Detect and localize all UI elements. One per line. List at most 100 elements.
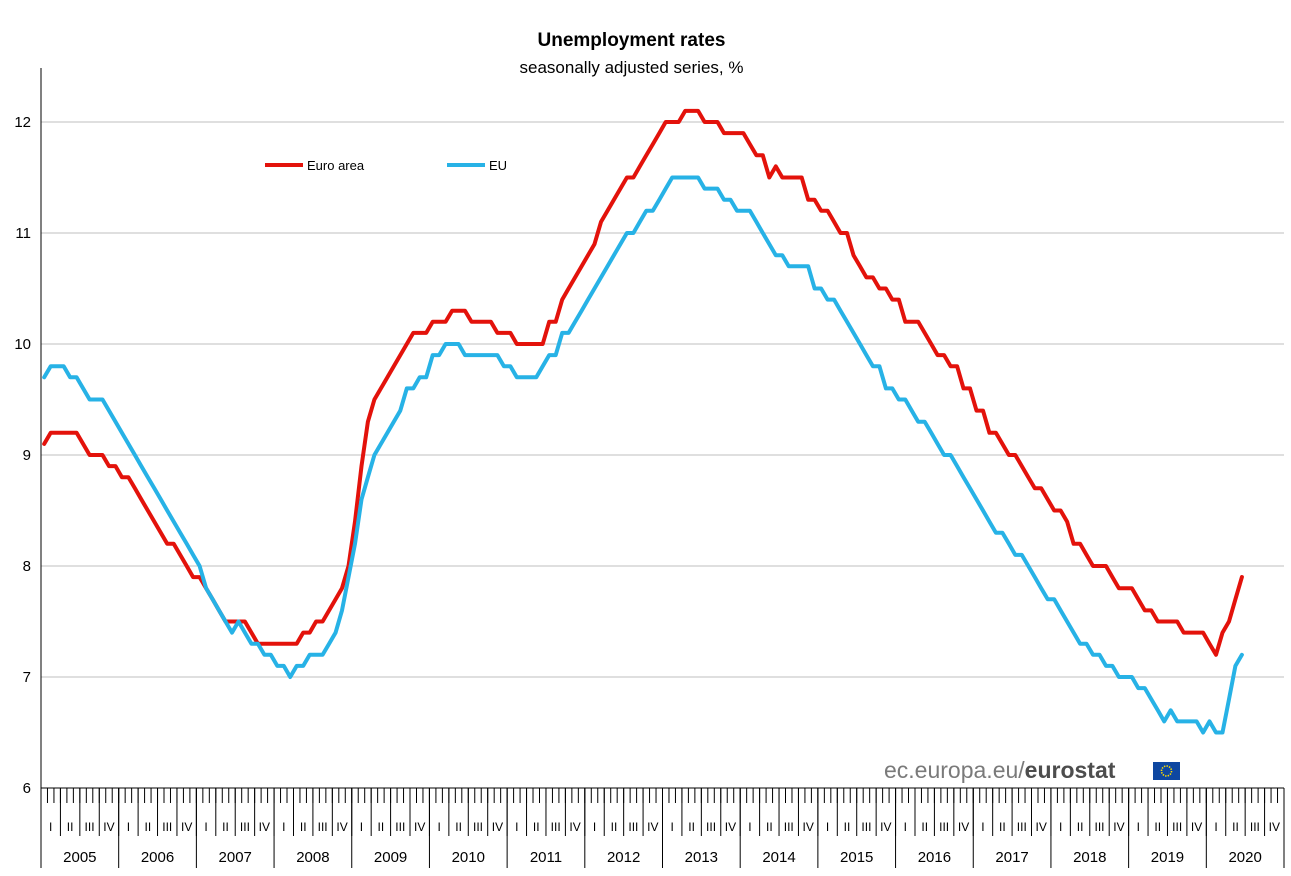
year-label: 2009 xyxy=(374,849,407,866)
year-label: 2018 xyxy=(1073,849,1106,866)
quarter-label: III xyxy=(162,820,172,834)
quarter-label: IV xyxy=(1269,820,1280,834)
quarter-label: II xyxy=(999,820,1006,834)
y-tick-label: 12 xyxy=(14,114,31,131)
year-label: 2006 xyxy=(141,849,174,866)
quarter-label: IV xyxy=(492,820,503,834)
quarter-label: II xyxy=(844,820,851,834)
quarter-label: I xyxy=(826,820,829,834)
year-label: 2014 xyxy=(762,849,795,866)
y-axis: 6 7 8 9 10 11 12 xyxy=(14,68,42,797)
quarter-label: I xyxy=(671,820,674,834)
quarter-label: IV xyxy=(958,820,969,834)
source-credit[interactable]: ec.europa.eu/eurostat xyxy=(884,757,1115,784)
year-label: 2013 xyxy=(685,849,718,866)
quarter-label: I xyxy=(904,820,907,834)
legend-label: EU xyxy=(489,158,507,173)
year-label: 2012 xyxy=(607,849,640,866)
quarter-label: IV xyxy=(414,820,425,834)
legend-label: Euro area xyxy=(307,158,365,173)
year-label: 2011 xyxy=(530,849,562,866)
quarter-label: IV xyxy=(336,820,347,834)
quarter-label: I xyxy=(593,820,596,834)
quarter-label: III xyxy=(784,820,794,834)
quarter-label: III xyxy=(395,820,405,834)
chart-subtitle: seasonally adjusted series, % xyxy=(519,58,744,77)
series-line-eu xyxy=(42,175,1244,735)
quarter-label: I xyxy=(1059,820,1062,834)
quarter-label: IV xyxy=(725,820,736,834)
quarter-label: IV xyxy=(181,820,192,834)
quarter-label: II xyxy=(921,820,928,834)
series-lines xyxy=(42,108,1244,735)
year-label: 2007 xyxy=(219,849,252,866)
y-tick-label: 9 xyxy=(23,447,31,464)
quarter-label: III xyxy=(85,820,95,834)
quarter-label: I xyxy=(748,820,751,834)
quarter-label: II xyxy=(67,820,74,834)
year-label: 2020 xyxy=(1228,849,1261,866)
quarter-label: IV xyxy=(802,820,813,834)
quarter-label: II xyxy=(1154,820,1161,834)
year-label: 2016 xyxy=(918,849,951,866)
quarter-label: II xyxy=(611,820,618,834)
quarter-label: II xyxy=(144,820,151,834)
quarter-label: IV xyxy=(1113,820,1124,834)
y-tick-label: 10 xyxy=(14,336,31,353)
quarter-label: IV xyxy=(103,820,114,834)
y-tick-label: 7 xyxy=(23,669,31,686)
quarter-label: II xyxy=(533,820,540,834)
quarter-label: III xyxy=(706,820,716,834)
quarter-label: II xyxy=(455,820,462,834)
quarter-label: III xyxy=(628,820,638,834)
quarter-label: I xyxy=(127,820,130,834)
chart-title: Unemployment rates xyxy=(537,30,726,51)
series-line-euro-area xyxy=(42,108,1244,657)
quarter-label: IV xyxy=(1191,820,1202,834)
quarter-label: I xyxy=(360,820,363,834)
quarter-label: III xyxy=(551,820,561,834)
quarter-label: III xyxy=(1172,820,1182,834)
quarter-label: II xyxy=(688,820,695,834)
year-label: 2017 xyxy=(995,849,1028,866)
quarter-label: II xyxy=(222,820,229,834)
quarter-label: III xyxy=(1017,820,1027,834)
year-label: 2008 xyxy=(296,849,329,866)
quarter-label: II xyxy=(378,820,385,834)
x-axis: I II III IV I II III IV I II III IV I II III IV I II III IV… xyxy=(40,787,1285,868)
quarter-label: III xyxy=(473,820,483,834)
y-tick-label: 8 xyxy=(23,558,31,575)
quarter-label: II xyxy=(766,820,773,834)
quarter-label: III xyxy=(1250,820,1260,834)
gridlines xyxy=(41,121,1284,678)
quarter-label: I xyxy=(282,820,285,834)
year-label: 2015 xyxy=(840,849,873,866)
quarter-label: II xyxy=(1077,820,1084,834)
quarter-label: III xyxy=(318,820,328,834)
quarter-label: IV xyxy=(880,820,891,834)
quarter-label: I xyxy=(515,820,518,834)
quarter-label: III xyxy=(240,820,250,834)
quarter-label: I xyxy=(1214,820,1217,834)
y-tick-label: 11 xyxy=(15,225,31,242)
quarter-label: IV xyxy=(647,820,658,834)
legend: Euro area EU xyxy=(265,158,507,173)
year-label: 2005 xyxy=(63,849,96,866)
quarter-label: III xyxy=(1094,820,1104,834)
y-tick-label: 6 xyxy=(23,780,31,797)
quarter-label: I xyxy=(204,820,207,834)
quarter-label: III xyxy=(939,820,949,834)
quarter-label: II xyxy=(1232,820,1239,834)
quarter-label: I xyxy=(981,820,984,834)
quarter-label: I xyxy=(1137,820,1140,834)
year-label: 2019 xyxy=(1151,849,1184,866)
credit-prefix: ec.europa.eu/ xyxy=(884,757,1025,783)
quarter-label: IV xyxy=(569,820,580,834)
quarter-label: I xyxy=(49,820,52,834)
eu-flag-icon xyxy=(1153,762,1180,780)
quarter-label: I xyxy=(437,820,440,834)
year-label: 2010 xyxy=(452,849,485,866)
quarter-label: II xyxy=(300,820,307,834)
quarter-label: III xyxy=(861,820,871,834)
